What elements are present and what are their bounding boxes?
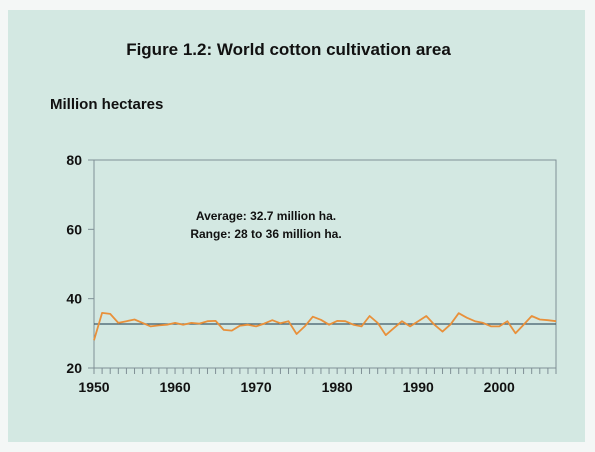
cotton-area-series [93,311,557,341]
y-axis-label: Million hectares [50,96,164,113]
y-tick-label: 60 [66,221,82,237]
x-tick-label: 1970 [241,379,272,395]
plot-frame [93,159,557,369]
range-annotation: Range: 28 to 36 million ha. [190,227,341,241]
chart-title: Figure 1.2: World cotton cultivation are… [126,40,451,59]
x-tick-label: 2000 [484,379,515,395]
y-tick-label: 80 [66,152,82,168]
x-tick-label: 1960 [159,379,190,395]
x-tick-label: 1990 [403,379,434,395]
y-tick-label: 20 [66,360,82,376]
x-tick-label: 1950 [78,379,109,395]
average-annotation: Average: 32.7 million ha. [196,209,336,223]
x-tick-label: 1980 [322,379,353,395]
y-tick-label: 40 [66,291,82,307]
